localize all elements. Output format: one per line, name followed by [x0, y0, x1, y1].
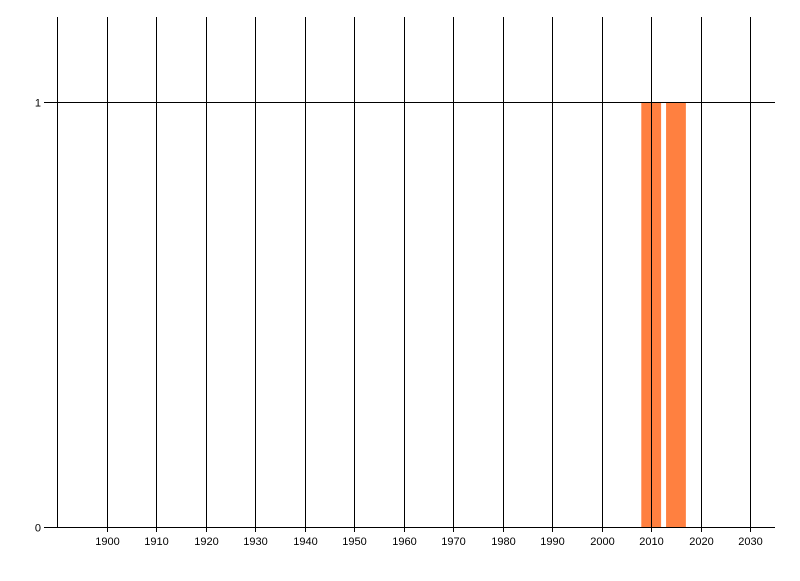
x-tick-label: 2010 — [639, 536, 663, 548]
x-tick-label: 1900 — [95, 536, 119, 548]
bar — [666, 102, 686, 527]
x-tick-label: 1980 — [491, 536, 515, 548]
x-tick-label: 2020 — [689, 536, 713, 548]
y-tick-label: 1 — [35, 98, 41, 110]
x-tick-label: 1990 — [540, 536, 564, 548]
x-tick-label: 1920 — [194, 536, 218, 548]
x-tick-label: 2030 — [738, 536, 762, 548]
x-tick-label: 2000 — [590, 536, 614, 548]
x-tick-label: 1940 — [293, 536, 317, 548]
x-tick-label: 1910 — [144, 536, 168, 548]
x-tick-label: 1930 — [243, 536, 267, 548]
y-tick-label: 0 — [35, 523, 41, 535]
x-tick-label: 1960 — [392, 536, 416, 548]
x-tick-label: 1950 — [342, 536, 366, 548]
x-tick-label: 1970 — [441, 536, 465, 548]
